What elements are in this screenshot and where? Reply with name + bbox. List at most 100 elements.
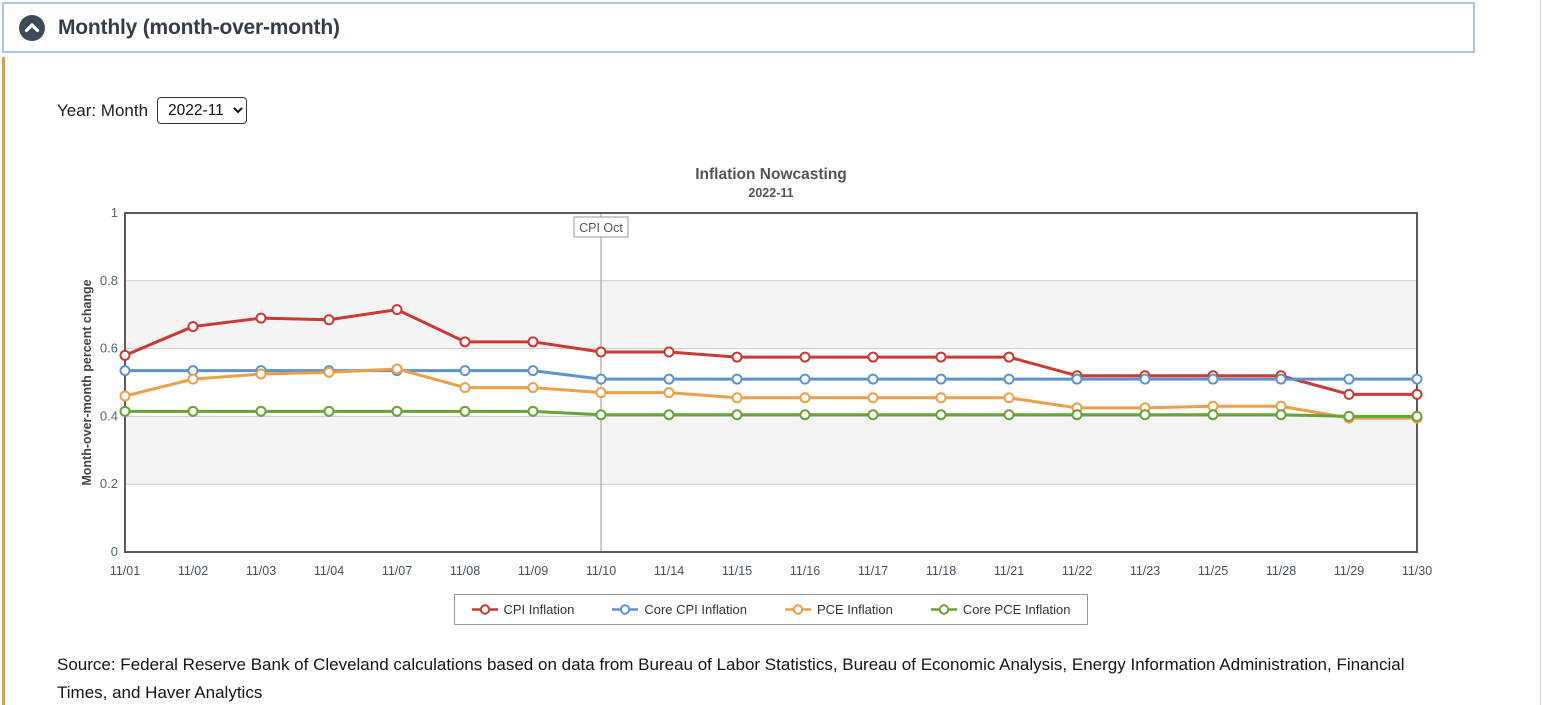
legend-marker-cpi-inflation bbox=[471, 604, 498, 615]
x-tick-label: 11/09 bbox=[518, 564, 548, 578]
section-header[interactable]: Monthly (month-over-month) bbox=[2, 2, 1475, 53]
data-point-cpi-inflation[interactable] bbox=[1003, 351, 1015, 363]
data-point-core-cpi-inflation[interactable] bbox=[663, 373, 675, 385]
data-point-core-pce-inflation[interactable] bbox=[459, 405, 471, 417]
data-point-pce-inflation[interactable] bbox=[323, 366, 335, 378]
data-point-pce-inflation[interactable] bbox=[935, 392, 947, 404]
legend-item-pce-inflation[interactable]: PCE Inflation bbox=[784, 602, 893, 617]
data-point-core-pce-inflation[interactable] bbox=[663, 409, 675, 421]
data-point-pce-inflation[interactable] bbox=[595, 387, 607, 399]
data-point-core-cpi-inflation[interactable] bbox=[1411, 373, 1423, 385]
y-tick-label: 0.8 bbox=[100, 273, 118, 288]
x-tick-label: 11/25 bbox=[1198, 564, 1228, 578]
x-tick-label: 11/04 bbox=[314, 564, 344, 578]
data-point-cpi-inflation[interactable] bbox=[935, 351, 947, 363]
data-point-core-pce-inflation[interactable] bbox=[1411, 410, 1423, 422]
data-point-core-pce-inflation[interactable] bbox=[323, 405, 335, 417]
data-point-cpi-inflation[interactable] bbox=[1411, 388, 1423, 400]
legend-box: CPI Inflation Core CPI Inflation PCE Infla… bbox=[453, 594, 1089, 625]
chart-title: Inflation Nowcasting bbox=[695, 166, 847, 183]
data-point-cpi-inflation[interactable] bbox=[663, 346, 675, 358]
data-point-core-cpi-inflation[interactable] bbox=[1139, 373, 1151, 385]
data-point-pce-inflation[interactable] bbox=[663, 387, 675, 399]
data-point-core-cpi-inflation[interactable] bbox=[119, 365, 131, 377]
x-tick-label: 11/10 bbox=[586, 564, 616, 578]
data-point-cpi-inflation[interactable] bbox=[867, 351, 879, 363]
data-point-cpi-inflation[interactable] bbox=[527, 336, 539, 348]
data-point-core-pce-inflation[interactable] bbox=[391, 405, 403, 417]
y-tick-label: 0.6 bbox=[100, 341, 118, 356]
data-point-cpi-inflation[interactable] bbox=[187, 321, 199, 333]
data-point-core-pce-inflation[interactable] bbox=[1071, 409, 1083, 421]
plot-band bbox=[125, 280, 1417, 349]
data-point-core-pce-inflation[interactable] bbox=[595, 409, 607, 421]
data-point-pce-inflation[interactable] bbox=[1003, 392, 1015, 404]
data-point-cpi-inflation[interactable] bbox=[731, 351, 743, 363]
data-point-cpi-inflation[interactable] bbox=[391, 304, 403, 316]
data-point-cpi-inflation[interactable] bbox=[323, 314, 335, 326]
series-line-pce-inflation bbox=[124, 367, 1417, 420]
data-point-pce-inflation[interactable] bbox=[459, 382, 471, 394]
data-point-core-cpi-inflation[interactable] bbox=[459, 365, 471, 377]
data-point-pce-inflation[interactable] bbox=[527, 382, 539, 394]
data-point-core-cpi-inflation[interactable] bbox=[935, 373, 947, 385]
year-month-select[interactable]: 2022-11 bbox=[157, 97, 248, 124]
data-point-pce-inflation[interactable] bbox=[391, 363, 403, 375]
data-point-core-cpi-inflation[interactable] bbox=[1343, 373, 1355, 385]
legend-label: Core CPI Inflation bbox=[644, 602, 747, 617]
data-point-core-pce-inflation[interactable] bbox=[255, 405, 267, 417]
data-point-core-pce-inflation[interactable] bbox=[799, 409, 811, 421]
data-point-pce-inflation[interactable] bbox=[255, 368, 267, 380]
data-point-core-cpi-inflation[interactable] bbox=[527, 365, 539, 377]
data-point-core-cpi-inflation[interactable] bbox=[867, 373, 879, 385]
data-point-core-cpi-inflation[interactable] bbox=[799, 373, 811, 385]
data-point-core-pce-inflation[interactable] bbox=[527, 405, 539, 417]
data-point-cpi-inflation[interactable] bbox=[119, 349, 131, 361]
data-point-core-cpi-inflation[interactable] bbox=[1003, 373, 1015, 385]
data-point-pce-inflation[interactable] bbox=[799, 392, 811, 404]
data-point-pce-inflation[interactable] bbox=[731, 392, 743, 404]
year-month-control: Year: Month 2022-11 bbox=[57, 97, 248, 124]
data-point-pce-inflation[interactable] bbox=[187, 373, 199, 385]
x-tick-label: 11/21 bbox=[994, 564, 1024, 578]
legend-label: PCE Inflation bbox=[816, 602, 893, 617]
data-point-core-pce-inflation[interactable] bbox=[1343, 410, 1355, 422]
data-point-core-cpi-inflation[interactable] bbox=[1071, 373, 1083, 385]
y-tick-label: 0.4 bbox=[100, 408, 118, 423]
legend-item-core-pce-inflation[interactable]: Core PCE Inflation bbox=[930, 602, 1071, 617]
data-point-cpi-inflation[interactable] bbox=[1343, 388, 1355, 400]
y-tick-label: 0.2 bbox=[100, 476, 118, 491]
source-text: Source: Federal Reserve Bank of Clevelan… bbox=[57, 655, 1405, 702]
data-point-core-pce-inflation[interactable] bbox=[1003, 409, 1015, 421]
data-point-core-cpi-inflation[interactable] bbox=[1207, 373, 1219, 385]
y-axis-title: Month-over-month percent change bbox=[80, 279, 94, 485]
data-point-core-pce-inflation[interactable] bbox=[731, 409, 743, 421]
legend-item-core-cpi-inflation[interactable]: Core CPI Inflation bbox=[612, 602, 747, 617]
x-tick-label: 11/07 bbox=[382, 564, 412, 578]
x-tick-label: 11/01 bbox=[110, 564, 140, 578]
data-point-core-cpi-inflation[interactable] bbox=[1275, 373, 1287, 385]
legend-item-cpi-inflation[interactable]: CPI Inflation bbox=[471, 602, 574, 617]
data-point-core-pce-inflation[interactable] bbox=[1275, 409, 1287, 421]
data-point-core-pce-inflation[interactable] bbox=[867, 409, 879, 421]
series-line-core-pce-inflation bbox=[125, 409, 1417, 418]
data-point-core-cpi-inflation[interactable] bbox=[595, 373, 607, 385]
data-point-cpi-inflation[interactable] bbox=[255, 312, 267, 324]
data-point-core-pce-inflation[interactable] bbox=[935, 409, 947, 421]
x-tick-label: 11/15 bbox=[722, 564, 752, 578]
data-point-cpi-inflation[interactable] bbox=[799, 351, 811, 363]
data-point-core-pce-inflation[interactable] bbox=[1207, 409, 1219, 421]
chevron-up-icon[interactable] bbox=[19, 14, 45, 41]
x-tick-label: 11/08 bbox=[450, 564, 480, 578]
data-point-cpi-inflation[interactable] bbox=[459, 336, 471, 348]
data-point-core-cpi-inflation[interactable] bbox=[731, 373, 743, 385]
data-point-cpi-inflation[interactable] bbox=[595, 346, 607, 358]
data-point-pce-inflation[interactable] bbox=[867, 392, 879, 404]
data-point-core-pce-inflation[interactable] bbox=[119, 405, 131, 417]
legend-label: Core PCE Inflation bbox=[962, 602, 1071, 617]
data-point-core-pce-inflation[interactable] bbox=[187, 405, 199, 417]
data-point-pce-inflation[interactable] bbox=[119, 390, 131, 402]
cpi-release-label: CPI Oct bbox=[579, 221, 623, 235]
data-point-core-pce-inflation[interactable] bbox=[1139, 409, 1151, 421]
